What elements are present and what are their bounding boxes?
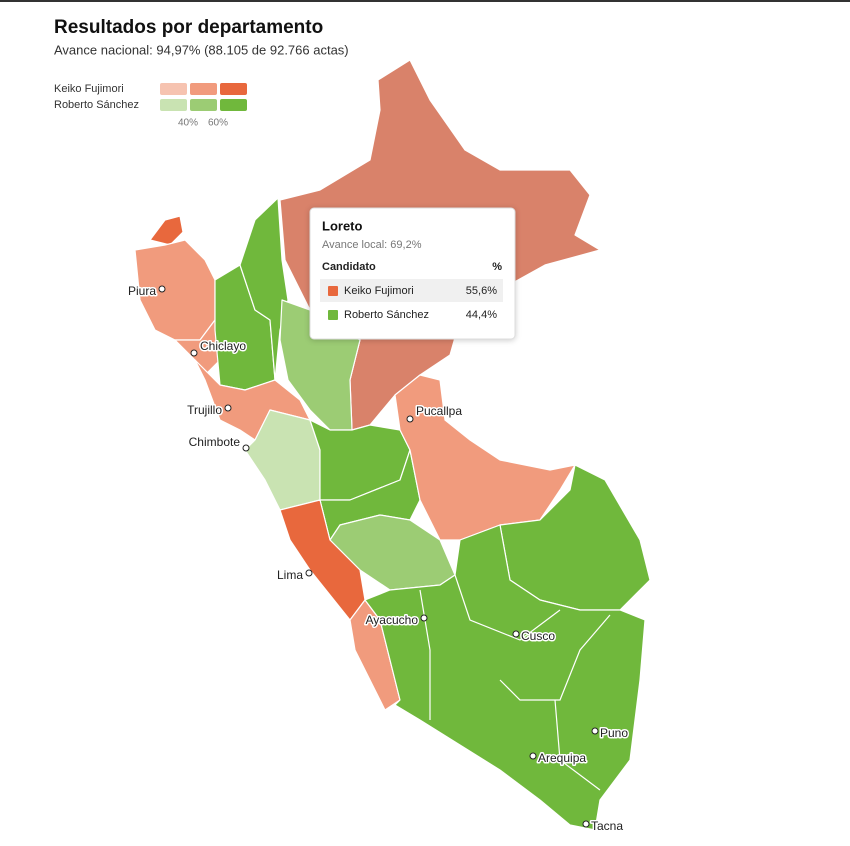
- column-header: %: [492, 261, 502, 273]
- border: [554, 699, 601, 791]
- city-label: Chimbote: [189, 435, 241, 449]
- city-label: Cusco: [521, 629, 555, 643]
- swatch: [190, 99, 217, 111]
- border: [454, 574, 561, 641]
- row-swatch: [328, 286, 338, 296]
- swatch: [220, 83, 247, 95]
- city-label: Puno: [600, 726, 628, 740]
- tooltip: Loreto Avance local: 69,2% Candidato % K…: [309, 207, 516, 340]
- city-dot: [529, 752, 537, 760]
- region[interactable]: [149, 215, 184, 246]
- city-dot: [582, 820, 590, 828]
- swatch: [220, 99, 247, 111]
- swatch: [160, 99, 187, 111]
- city-dot: [591, 727, 599, 735]
- border: [499, 614, 611, 701]
- column-header: Candidato: [322, 261, 376, 273]
- city-label: Ayacucho: [366, 613, 419, 627]
- scale-label: 40%: [178, 118, 198, 129]
- legend-swatches: [160, 83, 247, 111]
- row-swatch: [328, 310, 338, 320]
- city-dot: [512, 630, 520, 638]
- city-dot: [420, 614, 428, 622]
- region[interactable]: [364, 524, 646, 831]
- region[interactable]: [394, 374, 576, 541]
- row-name: Keiko Fujimori: [344, 285, 414, 297]
- tooltip-title: Loreto: [322, 218, 363, 233]
- city-dot: [406, 415, 414, 423]
- title: Resultados por departamento: [54, 17, 323, 38]
- city-label: Tacna: [591, 819, 623, 833]
- row-name: Roberto Sánchez: [344, 309, 429, 321]
- city-dot: [158, 285, 166, 293]
- cities: Piura Chiclayo Trujillo Chimbote Pucallp…: [126, 283, 629, 835]
- region[interactable]: [329, 514, 456, 591]
- row-value: 55,6%: [466, 285, 497, 297]
- city-dot: [242, 444, 250, 452]
- legend-label: Roberto Sánchez: [54, 99, 139, 111]
- legend-label: Keiko Fujimori: [54, 83, 124, 95]
- tooltip-box: [309, 207, 516, 340]
- city-label: Pucallpa: [416, 404, 462, 418]
- tooltip-subtitle: Avance local: 69,2%: [322, 239, 422, 251]
- swatch: [160, 83, 187, 95]
- scale-label: 60%: [208, 118, 228, 129]
- city-label: Trujillo: [187, 403, 222, 417]
- city-dot: [224, 404, 232, 412]
- city-dot: [305, 569, 313, 577]
- swatch: [190, 83, 217, 95]
- city-label: Arequipa: [538, 751, 586, 765]
- city-label: Chiclayo: [200, 339, 246, 353]
- city-dot: [190, 349, 198, 357]
- city-label: Piura: [128, 284, 156, 298]
- city-label: Lima: [277, 568, 303, 582]
- border: [419, 589, 431, 720]
- row-value: 44,4%: [466, 309, 497, 321]
- subtitle: Avance nacional: 94,97% (88.105 de 92.76…: [54, 42, 349, 57]
- row-highlight: [320, 279, 503, 302]
